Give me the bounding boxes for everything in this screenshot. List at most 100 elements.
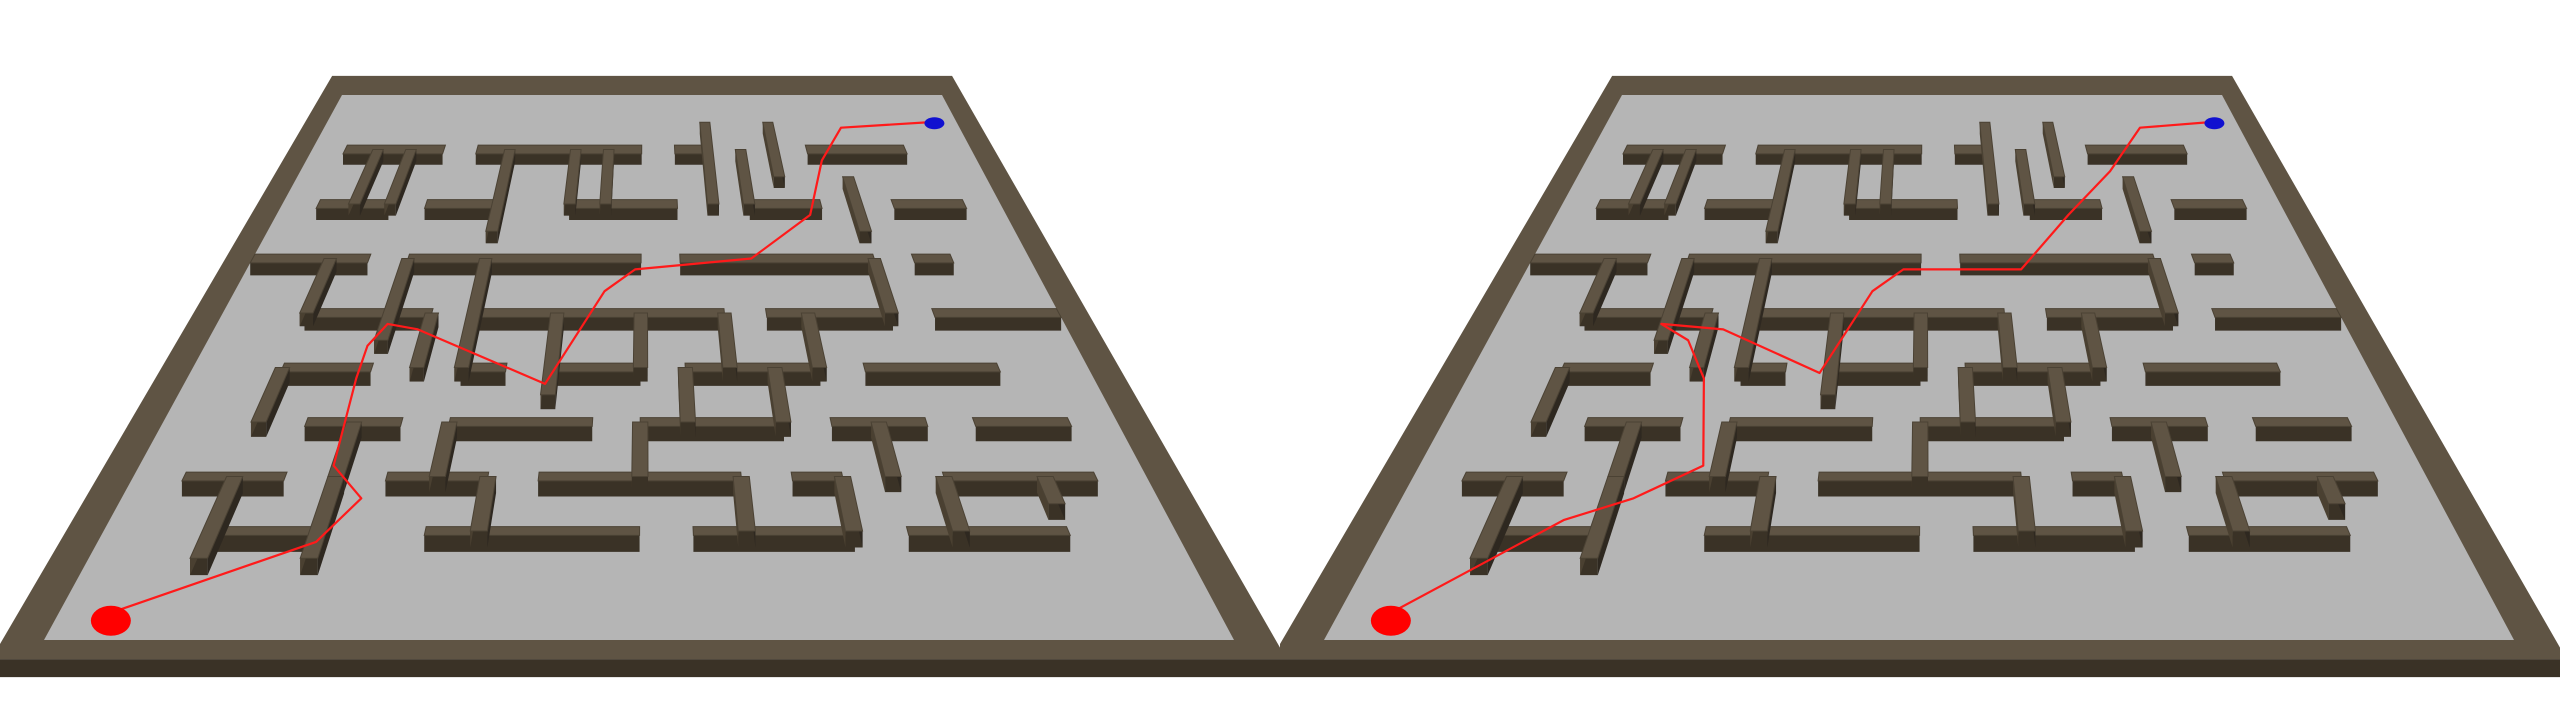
- maze-wall-left-62-side-right: [487, 476, 497, 548]
- maze-wall-left-17-face: [859, 231, 872, 244]
- maze-wall-right-14: [1979, 121, 2000, 216]
- solution-path-left: [109, 121, 930, 614]
- maze-wall-right-44-top: [2251, 417, 2353, 427]
- maze-wall-right-10: [1627, 149, 1665, 216]
- maze-wall-left-36: [632, 312, 649, 382]
- maze-wall-right-28-top: [1653, 258, 1695, 341]
- maze-wall-left-23: [472, 308, 726, 331]
- maze-wall-right-6-face: [1704, 208, 1777, 221]
- maze-wall-left-54-face: [429, 476, 446, 493]
- maze-wall-right-12-face: [1843, 204, 1856, 216]
- maze-wall-left-45: [250, 367, 291, 437]
- maze-wall-left-33-top: [862, 362, 1002, 373]
- maze-wall-left-16-top: [485, 149, 516, 232]
- maze-wall-left-15-face: [743, 204, 755, 216]
- maze-wall-right-67-face: [1580, 558, 1598, 576]
- maze-wall-left-17: [841, 176, 873, 244]
- maze-wall-right-3-face: [2087, 153, 2188, 165]
- maze-wall-right-54: [1708, 421, 1738, 493]
- maze-wall-left-56: [870, 421, 902, 493]
- maze-wall-left-54: [428, 421, 458, 493]
- maze-wall-right-66-top: [1469, 476, 1524, 559]
- maze-wall-left-63-top: [732, 476, 756, 532]
- maze-wall-left-4-face: [773, 176, 785, 189]
- maze-wall-left-62: [469, 476, 497, 548]
- maze-wall-right-17: [2121, 176, 2153, 244]
- maze-wall-right-67: [1579, 476, 1625, 576]
- maze-wall-left-30: [459, 362, 508, 386]
- maze-wall-left-47-top: [767, 367, 792, 423]
- maze-wall-right-11-top: [1663, 149, 1698, 205]
- maze-wall-right-67-top: [1579, 476, 1625, 559]
- maze-wall-left-44: [971, 417, 1073, 442]
- maze-wall-right-27-face: [2164, 313, 2179, 327]
- maze-wall-left-34-face: [409, 367, 424, 382]
- maze-wall-right-24-top: [2044, 308, 2174, 318]
- maze-wall-right-8: [2027, 199, 2103, 221]
- maze-wall-right-17-top: [2121, 176, 2153, 232]
- maze-wall-right-31-face: [1830, 371, 1921, 386]
- maze-wall-right-2: [1953, 144, 1989, 165]
- maze-wall-left-64-face: [845, 531, 863, 548]
- maze-wall-right-54-side-right: [1725, 422, 1738, 493]
- maze-wall-left-58: [208, 526, 321, 552]
- maze-wall-left-21-face: [914, 262, 954, 276]
- maze-wall-left-3-top: [804, 144, 908, 155]
- maze-wall-right-37: [1997, 312, 2018, 382]
- maze-wall-right-7: [1848, 199, 1959, 221]
- maze-wall-left-0-top: [342, 144, 447, 155]
- maze-wall-left-41-face: [448, 426, 593, 442]
- maze-wall-left-25-face: [935, 317, 1062, 331]
- maze-frame-front-left: [0, 659, 1280, 678]
- maze-wall-right-54-face: [1709, 476, 1726, 493]
- maze-wall-right-17-face: [2139, 231, 2152, 244]
- maze-wall-right-21-top: [2190, 253, 2235, 264]
- maze-wall-right-58-face: [1488, 535, 1597, 552]
- maze-wall-right-26-side-right: [1593, 258, 1617, 327]
- maze-wall-left-57-top: [1036, 476, 1066, 505]
- maze-wall-right-60-top: [1972, 526, 2136, 536]
- maze-wall-left-20: [679, 253, 877, 276]
- maze-wall-right-10-side-right: [1639, 149, 1664, 216]
- maze-wall-left-47-face: [775, 422, 791, 437]
- maze-wall-left-23-top: [472, 308, 726, 318]
- maze-wall-right-34-top: [1688, 312, 1720, 368]
- maze-wall-left-27-top: [867, 258, 899, 314]
- maze-wall-left-13-top: [599, 149, 615, 205]
- maze-panel-left: [0, 75, 1280, 678]
- maze-wall-left-12-top: [563, 149, 582, 205]
- maze-wall-right-15-top: [2014, 149, 2036, 205]
- maze-wall-right-55: [1911, 421, 1929, 493]
- maze-wall-right-4-top: [2042, 121, 2066, 178]
- maze-wall-right-38-side-left: [2081, 313, 2093, 382]
- maze-wall-right-30: [1739, 362, 1788, 386]
- maze-wall-right-9-face: [2174, 208, 2247, 221]
- maze-wall-left-2-face: [674, 153, 709, 165]
- maze-wall-left-41-top: [447, 417, 594, 427]
- maze-wall-left-24-face: [766, 317, 893, 331]
- maze-wall-left-63: [732, 476, 756, 548]
- maze-wall-left-33: [862, 362, 1002, 386]
- maze-wall-right-32: [1964, 362, 2102, 386]
- maze-wall-right-28-side-right: [1667, 258, 1695, 354]
- maze-wall-left-66-top: [189, 476, 244, 559]
- maze-wall-left-33-face: [865, 371, 1001, 386]
- maze-wall-right-18-face: [1530, 262, 1648, 276]
- maze-wall-left-39-face: [540, 394, 556, 410]
- maze-wall-left-1: [475, 144, 643, 165]
- maze-wall-left-23-face: [472, 317, 725, 331]
- maze-wall-left-56-face: [885, 476, 902, 493]
- maze-wall-left-14: [699, 121, 720, 216]
- maze-wall-left-16: [485, 149, 516, 244]
- maze-wall-left-22: [303, 308, 434, 331]
- maze-wall-right-38-face: [2092, 367, 2107, 382]
- maze-wall-left-37: [717, 312, 738, 382]
- maze-wall-right-38: [2080, 312, 2108, 382]
- maze-wall-right-62-top: [1749, 476, 1777, 532]
- maze-wall-right-19-top: [1685, 253, 1922, 264]
- maze-wall-left-52: [941, 471, 1099, 497]
- maze-wall-right-29-face: [1560, 371, 1651, 386]
- maze-wall-left-41: [447, 417, 594, 442]
- maze-wall-right-19: [1685, 253, 1922, 276]
- maze-wall-left-9-top: [890, 199, 968, 209]
